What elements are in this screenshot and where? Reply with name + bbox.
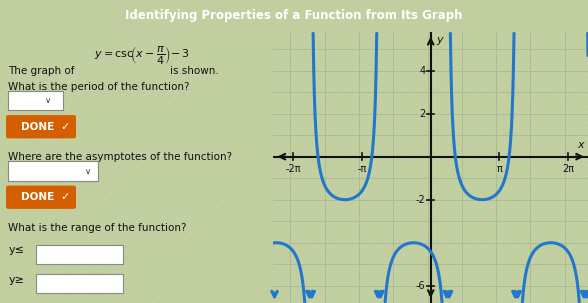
FancyBboxPatch shape [35, 274, 123, 293]
Text: ∨: ∨ [85, 167, 91, 176]
Text: -6: -6 [416, 281, 425, 291]
FancyBboxPatch shape [35, 245, 123, 264]
FancyBboxPatch shape [8, 91, 63, 111]
Text: What is the range of the function?: What is the range of the function? [8, 223, 187, 233]
Text: -2: -2 [416, 195, 425, 205]
Text: ✓: ✓ [60, 122, 69, 132]
Text: y≤: y≤ [8, 245, 24, 255]
Text: Where are the asymptotes of the function?: Where are the asymptotes of the function… [8, 152, 232, 162]
FancyBboxPatch shape [6, 115, 76, 138]
Text: y: y [436, 35, 443, 45]
Text: ∨: ∨ [45, 96, 51, 105]
Text: π: π [496, 164, 502, 174]
Text: 2π: 2π [562, 164, 574, 174]
Text: 2: 2 [419, 108, 425, 118]
Text: -2π: -2π [286, 164, 301, 174]
Text: $y=\mathrm{csc}\!\left(x-\dfrac{\pi}{4}\right)\!-3$: $y=\mathrm{csc}\!\left(x-\dfrac{\pi}{4}\… [94, 44, 190, 66]
Text: DONE: DONE [21, 122, 54, 132]
Text: What is the period of the function?: What is the period of the function? [8, 82, 190, 92]
FancyBboxPatch shape [8, 161, 98, 181]
FancyBboxPatch shape [6, 185, 76, 209]
Text: Identifying Properties of a Function from Its Graph: Identifying Properties of a Function fro… [125, 9, 463, 22]
Text: The graph of: The graph of [8, 66, 75, 76]
Text: -π: -π [358, 164, 367, 174]
Text: is shown.: is shown. [169, 66, 218, 76]
Text: DONE: DONE [21, 192, 54, 202]
Text: ✓: ✓ [60, 192, 69, 202]
Text: x: x [577, 140, 584, 150]
Text: y≥: y≥ [8, 275, 24, 285]
Text: 4: 4 [419, 65, 425, 75]
